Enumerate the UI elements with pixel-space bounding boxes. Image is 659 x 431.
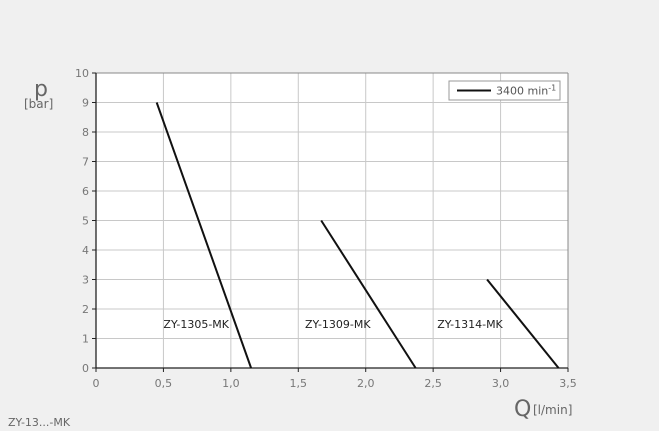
series-line [486,278,560,369]
series-line [155,102,253,369]
y-tick-label: 10 [75,67,89,80]
x-axis-symbol: Q [514,397,531,422]
y-axis-unit: [bar] [24,97,53,111]
y-tick-label: 0 [82,362,89,375]
series-label: ZY-1305-MK [163,318,229,331]
series-label: ZY-1309-MK [305,318,371,331]
y-axis-symbol: p [34,77,48,102]
y-tick-label: 6 [82,185,89,198]
x-tick-label: 1,5 [290,377,308,390]
x-tick-label: 0 [93,377,100,390]
x-tick-label: 0,5 [155,377,173,390]
x-tick-label: 3,0 [492,377,510,390]
legend-label: 3400 min-1 [496,84,556,98]
x-tick-label: 1,0 [222,377,240,390]
y-tick-label: 5 [82,215,89,228]
x-axis-unit: [l/min] [533,403,572,417]
series-label: ZY-1314-MK [437,318,503,331]
series-line [320,219,417,369]
x-tick-label: 2,5 [424,377,442,390]
y-tick-label: 4 [82,244,89,257]
x-tick-label: 2,0 [357,377,375,390]
y-tick-label: 9 [82,97,89,110]
x-tick-label: 3,5 [559,377,577,390]
y-tick-label: 8 [82,126,89,139]
legend-box [448,80,561,101]
y-tick-label: 3 [82,274,89,287]
y-tick-label: 2 [82,303,89,316]
y-tick-label: 7 [82,156,89,169]
footnote: ZY-13...-MK [8,416,71,429]
y-tick-label: 1 [82,333,89,346]
